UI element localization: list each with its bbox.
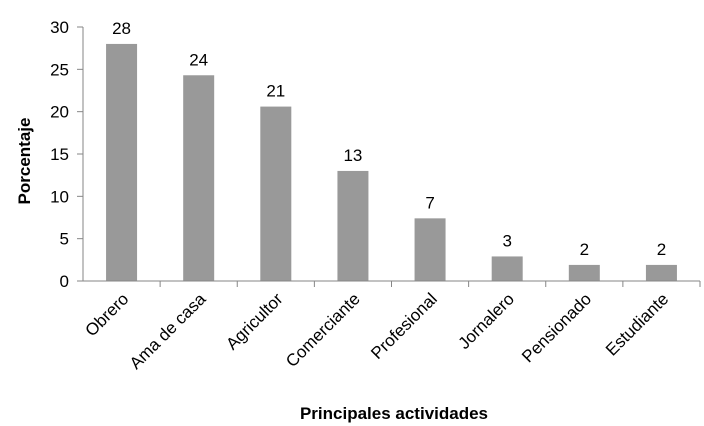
data-label: 3 [502, 231, 511, 250]
bar [183, 75, 215, 281]
x-category-label: Profesional [367, 289, 441, 363]
bar [414, 218, 446, 281]
x-category-label: Comerciante [282, 289, 364, 371]
y-tick-label: 25 [50, 60, 69, 79]
data-label: 21 [266, 82, 285, 101]
x-category-label: Obrero [82, 289, 133, 340]
data-label: 28 [112, 19, 131, 38]
y-tick-label: 20 [50, 103, 69, 122]
data-label: 7 [425, 193, 434, 212]
bar [106, 43, 138, 281]
bar [337, 170, 369, 281]
bars-group [106, 43, 701, 287]
x-category-label: Estudiante [602, 289, 672, 359]
data-labels-group: 28 24 21 13 7 3 2 2 [112, 19, 666, 259]
x-category-label: Ama de casa [126, 289, 210, 373]
x-axis-title: Principales actividades [300, 404, 488, 423]
y-tick-label: 5 [60, 230, 69, 249]
y-tick-label: 0 [60, 272, 69, 291]
y-tick-label: 10 [50, 187, 69, 206]
data-label: 2 [657, 240, 666, 259]
y-axis-title: Porcentaje [15, 118, 34, 205]
y-tick-label: 30 [50, 18, 69, 37]
x-category-label: Agricultor [222, 289, 286, 353]
x-category-label: Pensionado [518, 289, 595, 366]
bar [260, 106, 292, 281]
bar [568, 264, 600, 281]
bar [645, 264, 677, 281]
data-label: 2 [580, 240, 589, 259]
y-tick-label: 15 [50, 145, 69, 164]
data-label: 13 [343, 146, 362, 165]
data-label: 24 [189, 50, 208, 69]
x-category-label: Jornalero [454, 289, 518, 353]
bar [491, 256, 523, 281]
y-ticks-group: 0 5 10 15 20 25 30 [50, 18, 83, 291]
